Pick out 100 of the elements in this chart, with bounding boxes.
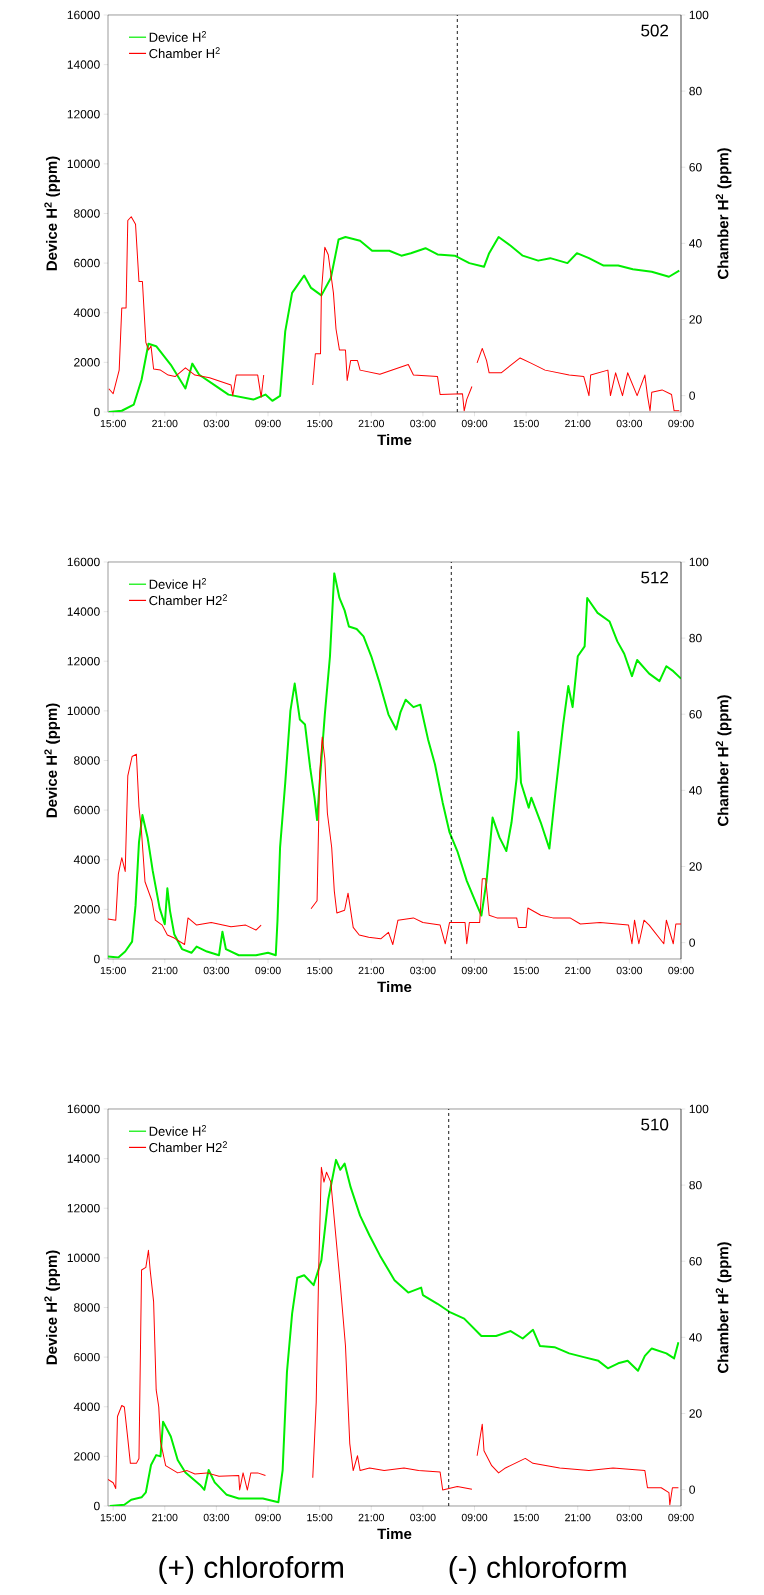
y-tick-label: 4000 (73, 308, 100, 317)
y-axis-title: Device H$^{2}$ (ppm) (44, 703, 60, 818)
y-tick-label: 14000 (67, 1154, 100, 1163)
y-tick-label: 0 (94, 407, 100, 417)
y-tick-label: 2000 (74, 905, 100, 914)
x-tick-label: 03:00 (616, 966, 643, 975)
x-tick-label: 21:00 (565, 419, 591, 428)
x-tick-label: 15:00 (307, 1513, 333, 1522)
x-tick-label: 09:00 (668, 966, 694, 975)
text: (+) chloroform (159, 1556, 343, 1584)
y2-axis-title: Chamber H$^{2}$ (ppm) (715, 695, 732, 826)
x-tick-label: 03:00 (410, 419, 436, 428)
x-tick-label: 03:00 (203, 966, 230, 975)
annotation: 502 (641, 24, 669, 37)
x-tick-label: 21:00 (358, 1513, 384, 1522)
legend-label: Device H$^{2}$ (149, 1125, 206, 1136)
y2-tick-label: 40 (689, 239, 702, 248)
x-axis-title: Time (377, 434, 412, 446)
y2-axis-title: Chamber H$^{2}$ (ppm) (715, 148, 732, 279)
y-tick-label: 10000 (67, 159, 100, 169)
legend-label: Chamber H2$^{2}$ (149, 1141, 227, 1153)
y-tick-label: 14000 (67, 60, 100, 69)
y-tick-label: 4000 (73, 855, 100, 864)
x-tick-label: 03:00 (203, 419, 230, 428)
x-tick-label: 09:00 (255, 419, 281, 428)
y2-tick-label: 80 (689, 633, 702, 643)
x-tick-label: 15:00 (100, 419, 126, 428)
legend-label: Device H$^{2}$ (149, 31, 206, 42)
x-tick-label: 15:00 (100, 1513, 126, 1522)
x-tick-label: 15:00 (307, 419, 333, 428)
y2-axis-title: Chamber H$^{2}$ (ppm) (715, 1242, 732, 1373)
text: (-) chloroform (449, 1556, 626, 1584)
y2-tick-label: 100 (689, 1104, 709, 1114)
x-tick-label: 03:00 (616, 1513, 643, 1522)
y-tick-label: 12000 (67, 1204, 100, 1213)
y2-tick-label: 60 (689, 1257, 702, 1266)
y2-tick-label: 40 (689, 786, 702, 795)
y-tick-label: 10000 (67, 706, 100, 716)
y-tick-label: 14000 (67, 607, 100, 616)
y-tick-label: 6000 (74, 258, 100, 268)
y-tick-label: 10000 (67, 1253, 100, 1263)
y-tick-label: 2000 (74, 1452, 100, 1461)
legend-label: Device H$^{2}$ (149, 578, 206, 589)
y2-tick-label: 0 (689, 391, 696, 400)
y-tick-label: 12000 (67, 109, 100, 119)
x-axis-title: Time (377, 981, 412, 993)
y-tick-label: 8000 (74, 1303, 100, 1312)
x-tick-label: 03:00 (616, 419, 643, 428)
y-axis-title: Device H$^{2}$ (ppm) (44, 1250, 60, 1365)
x-tick-label: 09:00 (461, 419, 488, 428)
y-tick-label: 16000 (67, 1104, 100, 1114)
legend-label: Chamber H2$^{2}$ (149, 594, 227, 606)
x-tick-label: 21:00 (565, 1513, 591, 1522)
y-tick-label: 6000 (74, 805, 100, 815)
y2-tick-label: 20 (689, 315, 702, 324)
x-tick-label: 15:00 (513, 1513, 539, 1522)
annotation: 510 (641, 1118, 669, 1131)
x-tick-label: 09:00 (668, 419, 694, 428)
y2-tick-label: 80 (689, 86, 702, 96)
y-tick-label: 0 (94, 954, 100, 964)
x-tick-label: 21:00 (152, 419, 178, 428)
x-tick-label: 03:00 (410, 1513, 436, 1522)
y-tick-label: 4000 (73, 1402, 100, 1411)
y-tick-label: 8000 (74, 209, 100, 218)
x-tick-label: 21:00 (152, 1513, 178, 1522)
y2-tick-label: 20 (689, 862, 702, 871)
x-tick-label: 09:00 (461, 966, 488, 975)
x-tick-label: 21:00 (152, 966, 178, 975)
y-tick-label: 0 (94, 1501, 100, 1511)
x-tick-label: 21:00 (358, 966, 384, 975)
y-tick-label: 12000 (67, 657, 100, 666)
x-tick-label: 09:00 (461, 1513, 488, 1522)
y2-tick-label: 0 (689, 1485, 696, 1494)
x-tick-label: 21:00 (565, 966, 591, 975)
y2-tick-label: 60 (689, 710, 702, 719)
x-tick-label: 21:00 (358, 419, 384, 428)
y-tick-label: 8000 (74, 756, 100, 765)
y-tick-label: 6000 (74, 1352, 100, 1362)
y-tick-label: 16000 (67, 557, 100, 567)
y2-tick-label: 100 (689, 557, 709, 567)
x-tick-label: 15:00 (100, 966, 126, 975)
x-tick-label: 09:00 (668, 1513, 694, 1522)
y2-tick-label: 100 (689, 10, 709, 20)
x-tick-label: 09:00 (255, 1513, 281, 1522)
x-tick-label: 15:00 (513, 419, 539, 428)
x-tick-label: 09:00 (255, 966, 281, 975)
y2-tick-label: 20 (689, 1409, 702, 1418)
legend-label: Chamber H$^{2}$ (149, 47, 220, 59)
y2-tick-label: 60 (689, 162, 702, 172)
y2-tick-label: 80 (689, 1180, 702, 1190)
y-tick-label: 16000 (67, 10, 100, 20)
x-tick-label: 15:00 (307, 966, 333, 975)
x-tick-label: 03:00 (203, 1513, 230, 1522)
y-tick-label: 2000 (74, 358, 100, 367)
y2-tick-label: 40 (689, 1333, 702, 1342)
annotation: 512 (641, 571, 669, 584)
y-axis-title: Device H$^{2}$ (ppm) (44, 156, 60, 271)
y2-tick-label: 0 (689, 938, 696, 947)
x-axis-title: Time (377, 1528, 412, 1540)
x-tick-label: 03:00 (410, 966, 436, 975)
